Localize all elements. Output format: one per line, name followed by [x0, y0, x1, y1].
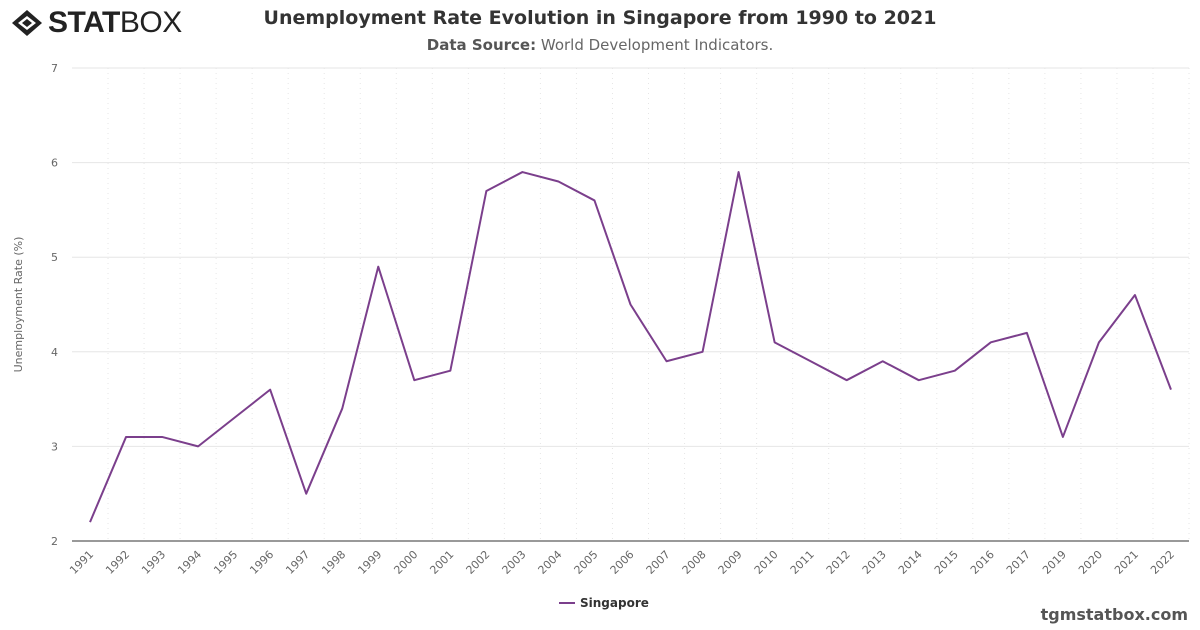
chart-subtitle: Data Source: World Development Indicator…: [0, 36, 1200, 54]
series-line-singapore: [89, 171, 1172, 523]
x-tick-label: 1993: [139, 548, 168, 577]
x-tick-label: 2007: [644, 548, 673, 577]
y-tick-label: 5: [51, 251, 58, 264]
logo-text-light: BOX: [119, 6, 182, 39]
x-tick-label: 2004: [536, 548, 565, 577]
x-tick-label: 2010: [752, 548, 781, 577]
diamond-logo-icon: [12, 10, 42, 36]
x-tick-label: 1995: [211, 548, 240, 577]
x-tick-label: 2013: [860, 548, 889, 577]
x-tick-label: 2016: [968, 548, 997, 577]
x-tick-label: 2009: [716, 548, 745, 577]
x-tick-label: 1998: [319, 548, 348, 577]
x-tick-label: 2020: [1076, 548, 1105, 577]
logo-text-bold: STAT: [48, 6, 120, 39]
x-tick-label: 1999: [355, 548, 384, 577]
y-tick-label: 3: [51, 440, 58, 453]
x-tick-label: 2012: [824, 548, 853, 577]
source-value: World Development Indicators.: [540, 36, 774, 54]
x-tick-label: 2008: [680, 548, 709, 577]
x-tick-label: 2006: [608, 548, 637, 577]
x-tick-label: 2017: [1004, 548, 1033, 577]
x-tick-label: 2011: [788, 548, 817, 577]
footer-site[interactable]: tgmstatbox.com: [1040, 605, 1188, 624]
legend-item[interactable]: Singapore: [580, 596, 649, 610]
statbox-logo: STAT BOX: [10, 6, 182, 40]
y-tick-label: 4: [51, 346, 58, 359]
x-tick-label: 1992: [103, 548, 132, 577]
x-tick-label: 2015: [932, 548, 961, 577]
x-tick-label: 2019: [1040, 548, 1069, 577]
x-tick-label: 2003: [500, 548, 529, 577]
y-tick-label: 6: [51, 157, 58, 170]
source-label: Data Source:: [426, 36, 537, 54]
x-tick-label: 1994: [175, 548, 204, 577]
y-tick-label: 7: [51, 62, 58, 75]
chart-title: Unemployment Rate Evolution in Singapore…: [263, 7, 937, 29]
x-tick-label: 2014: [896, 548, 925, 577]
x-tick-label: 2022: [1148, 548, 1177, 577]
x-tick-label: 1996: [247, 548, 276, 577]
x-tick-label: 2021: [1112, 548, 1141, 577]
y-axis-label: Unemployment Rate (%): [12, 237, 25, 373]
x-tick-label: 2005: [572, 548, 601, 577]
x-tick-label: 2001: [427, 548, 456, 577]
x-tick-label: 1997: [283, 548, 312, 577]
x-tick-label: 2000: [391, 548, 420, 577]
x-tick-label: 1991: [67, 548, 96, 577]
y-tick-label: 2: [51, 535, 58, 548]
x-tick-label: 2002: [464, 548, 493, 577]
